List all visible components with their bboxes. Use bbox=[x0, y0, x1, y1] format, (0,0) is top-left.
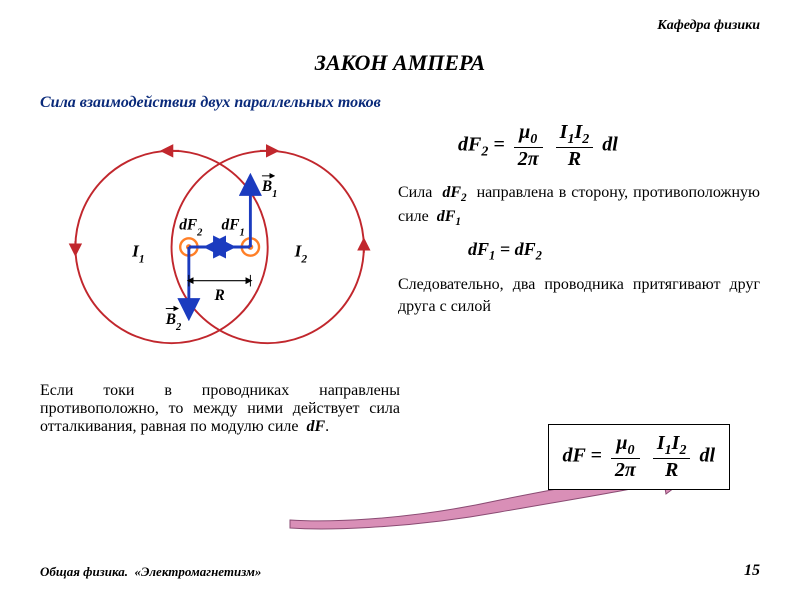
content-row: I1 I2 B1 B2 dF1 dF2 R dF2 = μ0 2π I1I2 R dl bbox=[40, 122, 760, 372]
svg-text:R: R bbox=[213, 287, 224, 304]
field-diagram: I1 I2 B1 B2 dF1 dF2 R bbox=[40, 122, 380, 372]
page-title: ЗАКОН АМПЕРА bbox=[40, 50, 760, 76]
footer: Общая физика. «Электромагнетизм» bbox=[40, 564, 261, 580]
formula-equal: dF1 = dF2 bbox=[398, 237, 760, 265]
svg-text:I1: I1 bbox=[131, 242, 145, 266]
subtitle: Сила взаимодействия двух параллельных то… bbox=[40, 94, 760, 112]
svg-text:dF1: dF1 bbox=[222, 217, 245, 239]
para-direction: Сила dF2 направлена в сторону, противопо… bbox=[398, 182, 760, 231]
right-column: dF2 = μ0 2π I1I2 R dl Сила dF2 направлен bbox=[398, 122, 760, 321]
svg-text:B1: B1 bbox=[261, 178, 278, 200]
para-conclusion: Следовательно, два проводника притягиваю… bbox=[398, 274, 760, 317]
svg-text:I2: I2 bbox=[294, 242, 308, 266]
svg-text:dF2: dF2 bbox=[179, 217, 203, 239]
svg-text:B2: B2 bbox=[165, 311, 182, 333]
department-label: Кафедра физики bbox=[657, 18, 760, 34]
page-number: 15 bbox=[744, 562, 760, 580]
para-opposite: Если токи в проводниках направлены проти… bbox=[40, 382, 400, 436]
formula-box-dF: dF = μ0 2π I1I2 R dl bbox=[548, 424, 730, 490]
formula-dF2: dF2 = μ0 2π I1I2 R dl bbox=[398, 122, 760, 170]
slide-page: Кафедра физики ЗАКОН АМПЕРА Сила взаимод… bbox=[0, 0, 800, 600]
